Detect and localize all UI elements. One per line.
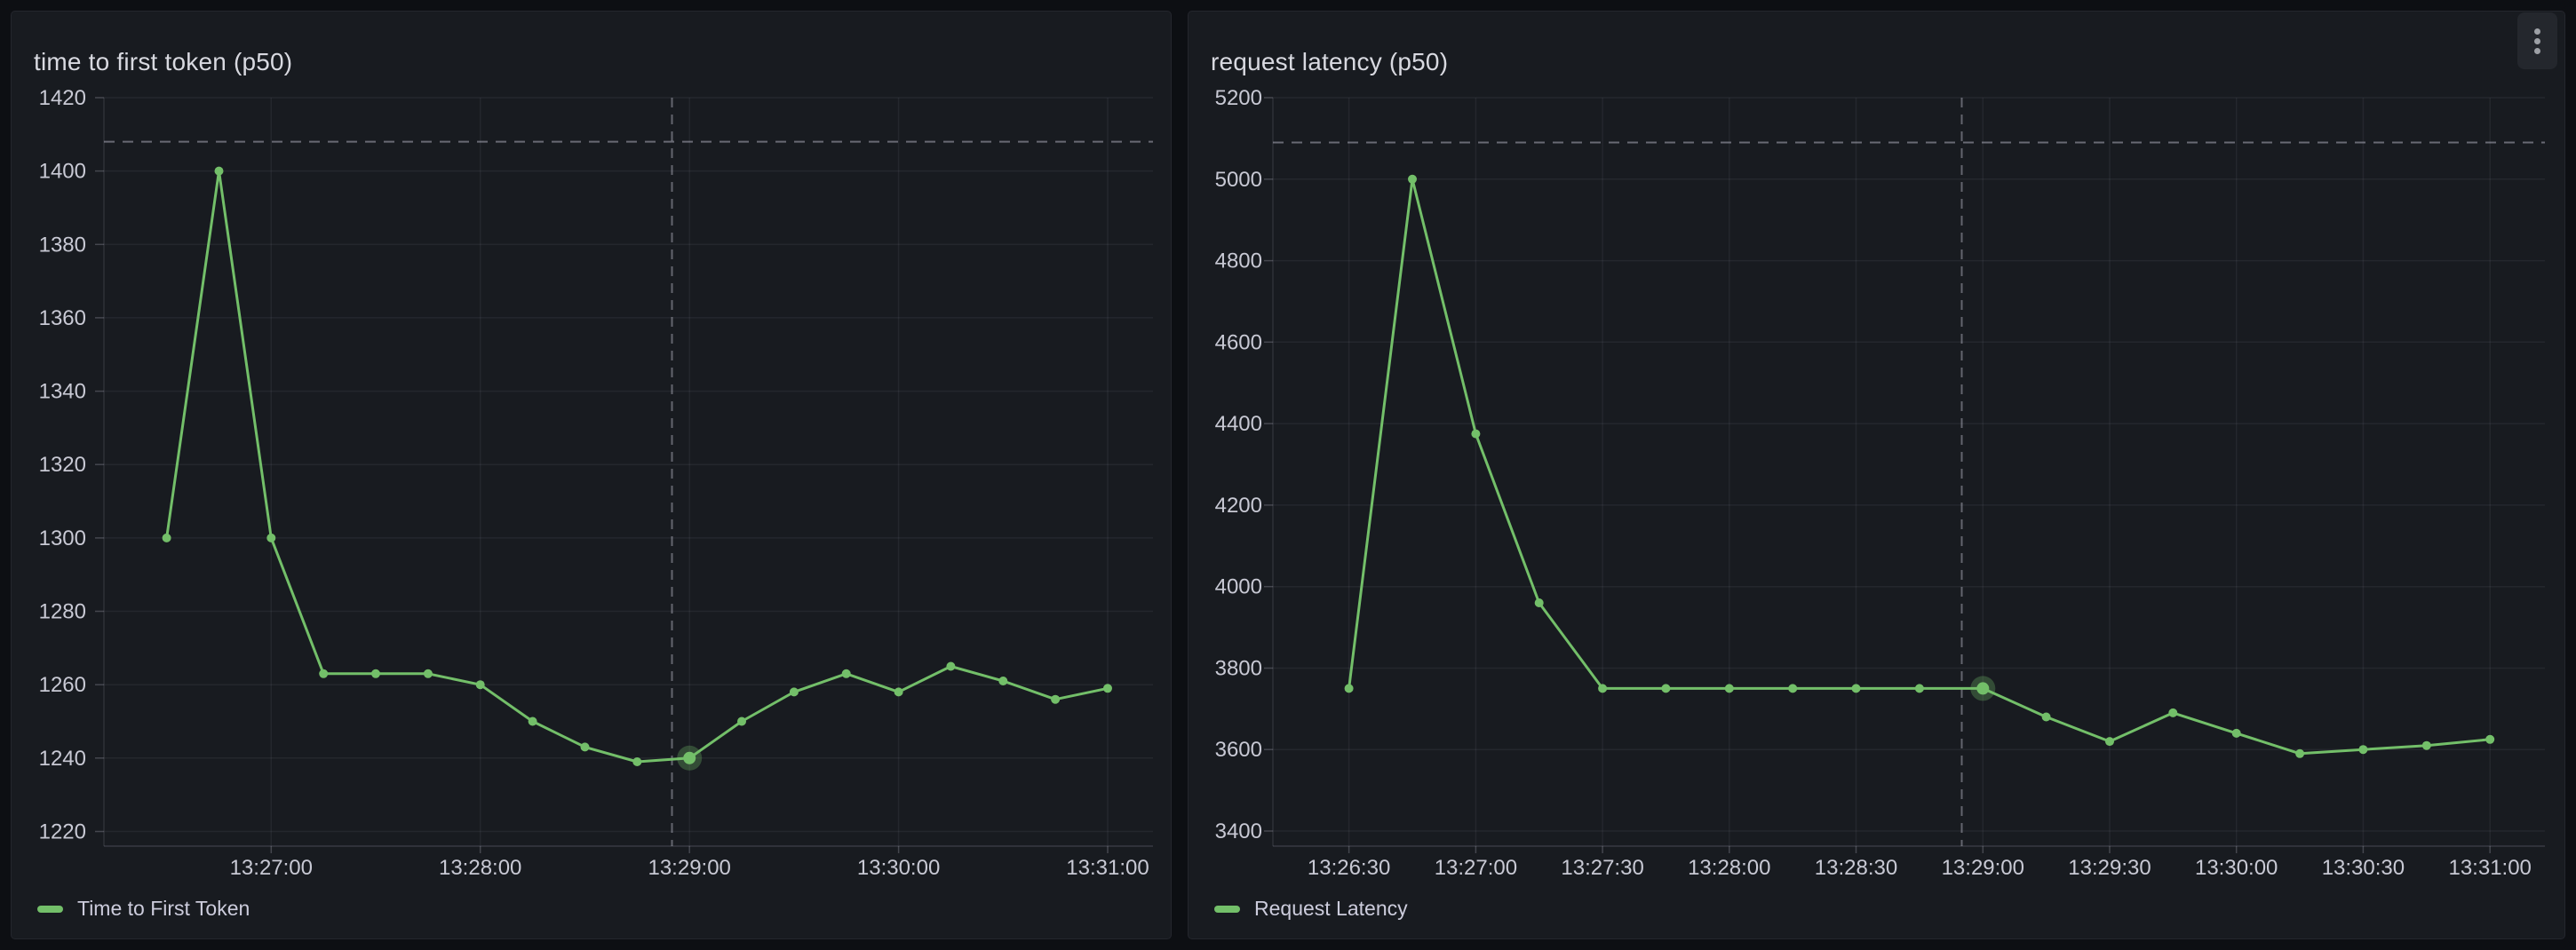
svg-text:13:31:00: 13:31:00 bbox=[2448, 856, 2531, 880]
svg-text:13:31:00: 13:31:00 bbox=[1066, 856, 1149, 880]
svg-text:5000: 5000 bbox=[1215, 168, 1262, 192]
svg-text:13:28:30: 13:28:30 bbox=[1815, 856, 1897, 880]
svg-text:13:28:00: 13:28:00 bbox=[439, 856, 521, 880]
svg-text:13:30:00: 13:30:00 bbox=[2195, 856, 2278, 880]
svg-text:4000: 4000 bbox=[1215, 575, 1262, 599]
latency-chart-area[interactable]: 3400 3600 3800 4000 4200 4400 4600 4800 5000 5200… bbox=[1189, 12, 2564, 938]
svg-text:4800: 4800 bbox=[1215, 249, 1262, 273]
x-axis-labels: 13:26:30 13:27:00 13:27:30 13:28:00 13:28:30… bbox=[1308, 846, 2532, 880]
data-points bbox=[1344, 174, 2495, 758]
panel-request-latency: 3400 3600 3800 4000 4200 4400 4600 4800 5000 5200… bbox=[1188, 11, 2565, 939]
svg-text:13:27:30: 13:27:30 bbox=[1561, 856, 1643, 880]
svg-text:1380: 1380 bbox=[39, 233, 86, 257]
grid-lines bbox=[1273, 97, 2545, 846]
axis-lines bbox=[1272, 98, 2545, 847]
svg-text:4200: 4200 bbox=[1215, 494, 1262, 518]
legend-item-latency[interactable]: Request Latency bbox=[1214, 897, 1408, 921]
svg-text:1340: 1340 bbox=[39, 380, 86, 404]
svg-text:13:29:30: 13:29:30 bbox=[2068, 856, 2151, 880]
svg-text:5200: 5200 bbox=[1215, 86, 1262, 110]
svg-text:4600: 4600 bbox=[1215, 330, 1262, 354]
panel-menu-button[interactable] bbox=[2517, 12, 2557, 69]
highlight-point bbox=[683, 751, 696, 764]
svg-text:13:29:00: 13:29:00 bbox=[1942, 856, 2024, 880]
legend-color-swatch bbox=[1214, 905, 1240, 913]
svg-text:1360: 1360 bbox=[39, 306, 86, 330]
svg-text:13:28:00: 13:28:00 bbox=[1688, 856, 1770, 880]
kebab-vertical-icon bbox=[2534, 28, 2540, 54]
legend-item-ttft[interactable]: Time to First Token bbox=[37, 897, 250, 921]
x-axis-labels: 13:27:00 13:28:00 13:29:00 13:30:00 13:31:00 bbox=[230, 846, 1149, 880]
svg-text:13:30:00: 13:30:00 bbox=[857, 856, 940, 880]
svg-text:1220: 1220 bbox=[39, 820, 86, 844]
svg-text:3400: 3400 bbox=[1215, 819, 1262, 843]
svg-text:13:27:00: 13:27:00 bbox=[230, 856, 313, 880]
svg-text:13:29:00: 13:29:00 bbox=[648, 856, 730, 880]
svg-text:4400: 4400 bbox=[1215, 412, 1262, 436]
legend-color-swatch bbox=[37, 905, 63, 913]
axis-lines bbox=[103, 98, 1153, 847]
svg-text:13:27:00: 13:27:00 bbox=[1435, 856, 1517, 880]
svg-text:3800: 3800 bbox=[1215, 657, 1262, 681]
svg-text:3600: 3600 bbox=[1215, 738, 1262, 762]
svg-text:13:26:30: 13:26:30 bbox=[1308, 856, 1390, 880]
grid-lines bbox=[104, 97, 1153, 846]
panel-title-latency[interactable]: request latency (p50) bbox=[1211, 48, 1449, 76]
y-axis-labels: 3400 3600 3800 4000 4200 4400 4600 4800 5000 5200 bbox=[1215, 86, 1273, 843]
legend-label: Request Latency bbox=[1254, 897, 1408, 920]
svg-text:1260: 1260 bbox=[39, 673, 86, 697]
chart-svg[interactable]: 1220 1240 1260 1280 1300 1320 1340 1360 1380 1400… bbox=[12, 12, 1173, 940]
svg-text:1420: 1420 bbox=[39, 86, 86, 110]
svg-text:1240: 1240 bbox=[39, 747, 86, 771]
ttft-chart-area[interactable]: 1220 1240 1260 1280 1300 1320 1340 1360 1380 1400… bbox=[12, 12, 1171, 938]
highlight-point bbox=[1976, 682, 1990, 695]
chart-svg[interactable]: 3400 3600 3800 4000 4200 4400 4600 4800 5000 5200… bbox=[1189, 12, 2566, 940]
panel-title-ttft[interactable]: time to first token (p50) bbox=[34, 48, 293, 76]
panel-ttft: 1220 1240 1260 1280 1300 1320 1340 1360 1380 1400… bbox=[11, 11, 1172, 939]
svg-text:1300: 1300 bbox=[39, 526, 86, 550]
svg-text:13:30:30: 13:30:30 bbox=[2322, 856, 2405, 880]
svg-text:1320: 1320 bbox=[39, 453, 86, 477]
y-axis-labels: 1220 1240 1260 1280 1300 1320 1340 1360 1380 1400… bbox=[39, 86, 104, 844]
svg-text:1280: 1280 bbox=[39, 600, 86, 624]
svg-text:1400: 1400 bbox=[39, 160, 86, 184]
data-points bbox=[162, 166, 1112, 766]
legend-label: Time to First Token bbox=[77, 897, 250, 920]
series-line bbox=[165, 170, 1109, 764]
